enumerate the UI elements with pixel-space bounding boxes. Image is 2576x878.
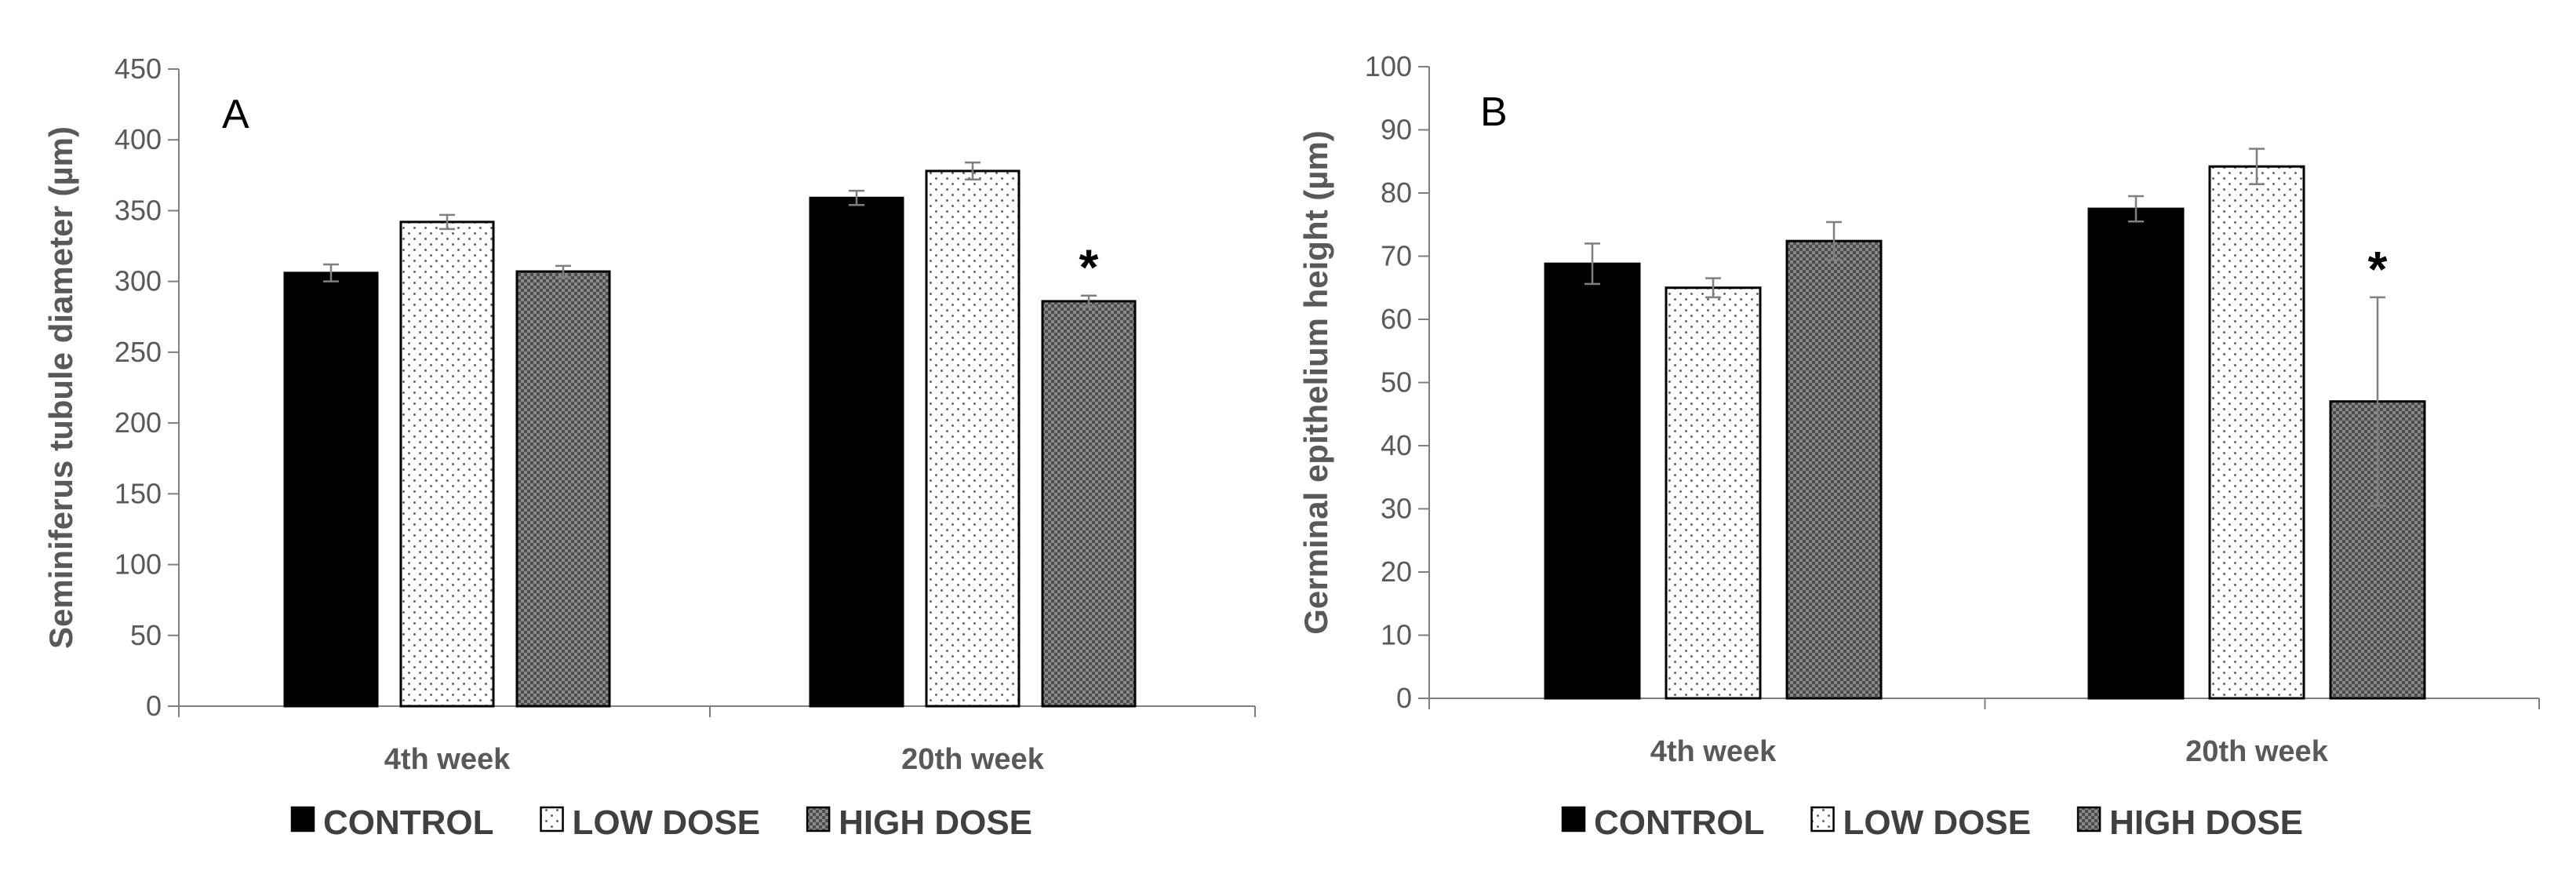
y-tick-label: 300 [115,265,162,297]
y-tick-label: 250 [115,336,162,368]
x-category-label: 4th week [1650,735,1777,768]
y-tick-label: 400 [115,123,162,155]
legend-label-control: CONTROL [1594,803,1765,842]
bar-high-dose-4th-week [515,270,611,708]
legend: CONTROL LOW DOSE HIGH DOSE [1561,803,2303,842]
legend: CONTROL LOW DOSE HIGH DOSE [290,803,1032,842]
legend-swatch-control [1561,806,1586,832]
y-tick-label: 150 [115,477,162,509]
y-tick-label: 60 [1381,303,1412,335]
y-tick-label: 350 [115,194,162,226]
panel-label: B [1480,89,1508,135]
y-tick-label: 0 [1396,682,1412,714]
y-tick-label: 450 [115,53,162,85]
chart-panel-a: 0 50 100 150 200 250 300 350 400 450 4th week * 20th… [42,53,1256,842]
significance-asterisk: * [2368,241,2388,297]
x-category-label: 4th week [384,743,511,776]
y-tick-label: 100 [115,548,162,581]
y-tick-label: 0 [146,690,162,722]
chart-panel-b: 0 10 20 30 40 50 60 70 80 90 100 4th week * 20th week… [1297,50,2540,842]
bar-low-dose-20th-week [2208,165,2305,700]
legend-label-control: CONTROL [323,803,494,842]
y-tick-label: 70 [1381,240,1412,272]
y-tick-label: 20 [1381,556,1412,588]
bar-low-dose-20th-week [925,169,1021,708]
panel-label: A [222,92,249,137]
y-axis-title: Germinal epithelium height (µm) [1297,130,1334,635]
legend-swatch-high-dose [806,806,831,832]
bar-control-20th-week [809,196,904,708]
legend-label-low-dose: LOW DOSE [573,803,761,842]
y-tick-label: 80 [1381,177,1412,209]
y-tick-label: 40 [1381,429,1412,461]
legend-label-low-dose: LOW DOSE [1843,803,2032,842]
legend-label-high-dose: HIGH DOSE [2109,803,2303,842]
bar-control-4th-week [283,271,379,708]
bar-low-dose-4th-week [1665,286,1762,700]
legend-swatch-low-dose [1810,806,1835,832]
y-tick-label: 30 [1381,493,1412,525]
x-category-label: 20th week [2185,735,2329,768]
y-tick-label: 50 [130,619,162,651]
y-tick-label: 200 [115,406,162,439]
y-tick-label: 90 [1381,114,1412,146]
bar-high-dose-4th-week [1785,239,1883,700]
bar-control-4th-week [1544,262,1641,700]
bar-high-dose-20th-week [1041,300,1137,708]
y-tick-label: 10 [1381,619,1412,651]
significance-asterisk: * [1079,239,1099,296]
y-axis-title: Seminiferus tubule diameter (µm) [42,126,79,649]
legend-swatch-high-dose [2076,806,2101,832]
legend-label-high-dose: HIGH DOSE [839,803,1032,842]
bar-control-20th-week [2087,207,2185,700]
x-category-label: 20th week [901,743,1045,776]
bar-low-dose-4th-week [399,220,495,708]
y-tick-label: 100 [1365,50,1412,82]
y-tick-label: 50 [1381,366,1412,399]
legend-swatch-low-dose [540,806,564,832]
legend-swatch-control [290,806,315,832]
